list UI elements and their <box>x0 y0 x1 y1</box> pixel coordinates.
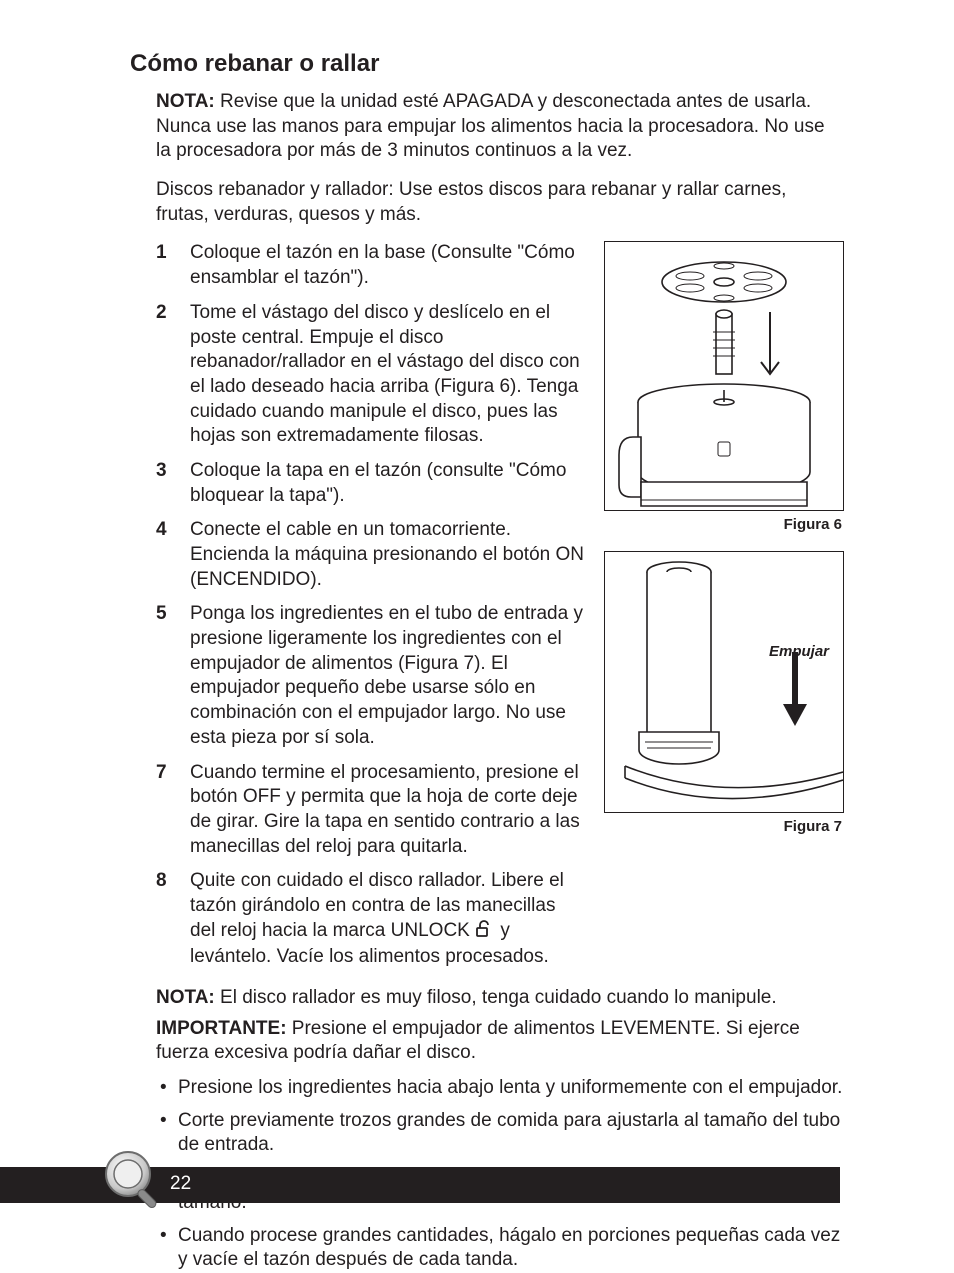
figures-column: Figura 6 <box>604 241 844 980</box>
tip-item: Presione los ingredientes hacia abajo le… <box>156 1076 844 1101</box>
step-item: 1 Coloque el tazón en la base (Consulte … <box>130 241 586 290</box>
step-number: 1 <box>156 241 167 266</box>
step-text: Cuando termine el procesamiento, presion… <box>190 762 580 857</box>
step-number: 8 <box>156 869 167 894</box>
body-text: NOTA: Revise que la unidad esté APAGADA … <box>130 90 844 1273</box>
two-column-layout: 1 Coloque el tazón en la base (Consulte … <box>130 241 844 980</box>
step-text: Tome el vástago del disco y deslícelo en… <box>190 302 580 446</box>
figure-6-caption: Figura 6 <box>604 515 842 535</box>
step-number: 7 <box>156 761 167 786</box>
nota-paragraph: NOTA: Revise que la unidad esté APAGADA … <box>156 90 844 164</box>
intro-paragraph: Discos rebanador y rallador: Use estos d… <box>156 178 844 227</box>
tip-item: Cuando procese grandes cantidades, hágal… <box>156 1224 844 1273</box>
step-number: 3 <box>156 459 167 484</box>
step-number: 4 <box>156 518 167 543</box>
step-item: 3 Coloque la tapa en el tazón (consulte … <box>130 459 586 508</box>
figure-7-caption: Figura 7 <box>604 817 842 837</box>
magnifier-icon <box>102 1148 166 1217</box>
nota-label: NOTA: <box>156 91 215 112</box>
nota-text: Revise que la unidad esté APAGADA y desc… <box>156 91 825 161</box>
figure-6 <box>604 241 844 511</box>
step-item: 5 Ponga los ingredientes en el tubo de e… <box>130 602 586 750</box>
steps-list: 1 Coloque el tazón en la base (Consulte … <box>130 241 586 970</box>
section-title: Cómo rebanar o rallar <box>130 50 844 78</box>
figure-7-illustration <box>605 552 843 812</box>
importante-paragraph: IMPORTANTE: Presione el empujador de ali… <box>156 1017 844 1066</box>
step-text: Coloque la tapa en el tazón (consulte "C… <box>190 460 566 506</box>
step-text: Coloque el tazón en la base (Consulte "C… <box>190 242 575 288</box>
step-item: 7 Cuando termine el procesamiento, presi… <box>130 761 586 860</box>
step-item: 2 Tome el vástago del disco y deslícelo … <box>130 301 586 449</box>
importante-label: IMPORTANTE: <box>156 1018 287 1039</box>
unlock-icon <box>475 920 495 946</box>
steps-column: 1 Coloque el tazón en la base (Consulte … <box>130 241 586 980</box>
step-text: Ponga los ingredientes en el tubo de ent… <box>190 603 583 747</box>
figure-6-illustration <box>605 242 843 510</box>
step-item: 4 Conecte el cable en un tomacorriente. … <box>130 518 586 592</box>
page-number: 22 <box>170 1173 191 1195</box>
figure-7: Empujar <box>604 551 844 813</box>
step-item: 8 Quite con cuidado el disco rallador. L… <box>130 869 586 970</box>
step-number: 5 <box>156 602 167 627</box>
nota2-paragraph: NOTA: El disco rallador es muy filoso, t… <box>156 986 844 1011</box>
nota2-text: El disco rallador es muy filoso, tenga c… <box>215 987 777 1008</box>
step-text: Conecte el cable en un tomacorriente. En… <box>190 519 584 589</box>
nota2-label: NOTA: <box>156 987 215 1008</box>
manual-page: Cómo rebanar o rallar NOTA: Revise que l… <box>0 0 954 1235</box>
tip-item: Corte previamente trozos grandes de comi… <box>156 1109 844 1158</box>
step-number: 2 <box>156 301 167 326</box>
figure-7-label: Empujar <box>769 642 829 662</box>
